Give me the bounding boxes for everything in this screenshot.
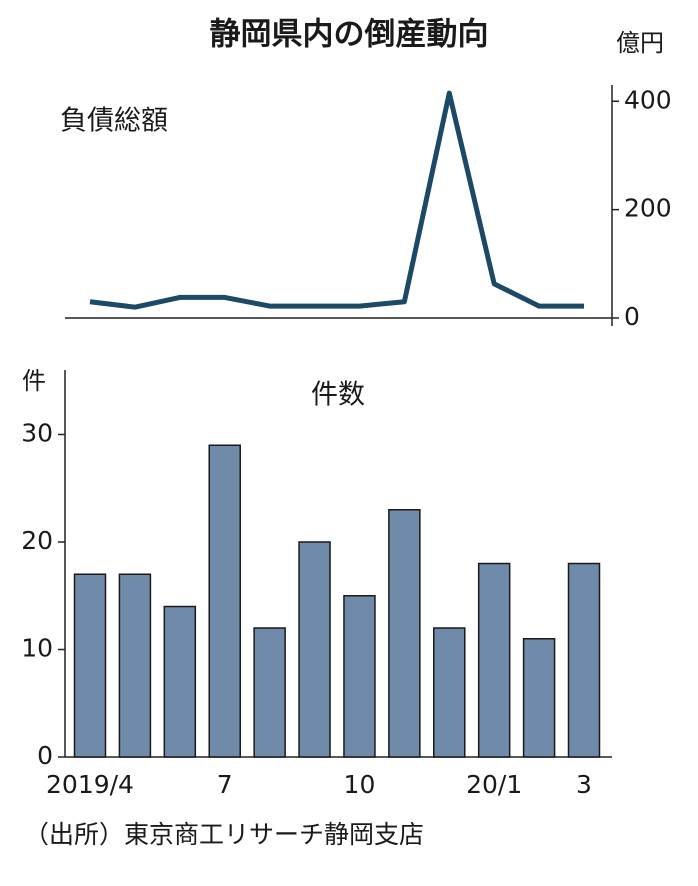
x-tick-label: 7 <box>217 770 233 799</box>
bar <box>343 595 376 758</box>
y-tick-label: 400 <box>624 85 672 114</box>
bar <box>477 562 511 758</box>
bar <box>208 444 241 758</box>
y-tick-label: 0 <box>37 741 53 770</box>
y-tick-label: 10 <box>21 634 53 663</box>
y-unit: 億円 <box>616 29 664 57</box>
y-unit: 件 <box>22 367 46 395</box>
source-note: （出所）東京商工リサーチ静岡支店 <box>24 820 424 849</box>
bar <box>388 509 421 758</box>
bar <box>433 627 466 758</box>
y-tick-label: 200 <box>624 194 672 223</box>
bar <box>163 605 197 758</box>
bar <box>298 541 331 758</box>
panel-title: 件数 <box>311 380 365 411</box>
y-tick-label: 30 <box>21 419 53 448</box>
y-tick-label: 0 <box>624 302 640 331</box>
x-tick-label: 10 <box>344 770 376 799</box>
bar <box>567 562 601 758</box>
bar <box>118 573 152 758</box>
chart-title: 静岡県内の倒産動向 <box>210 17 489 53</box>
panel-title: 負債総額 <box>60 106 168 137</box>
bar <box>73 573 107 758</box>
data-line <box>89 90 584 310</box>
x-tick-label: 20/1 <box>466 770 522 799</box>
bar <box>253 627 286 758</box>
x-tick-label: 2019/4 <box>46 770 134 799</box>
bar <box>522 638 556 758</box>
y-tick-label: 20 <box>21 526 53 555</box>
x-tick-label: 3 <box>576 770 592 799</box>
